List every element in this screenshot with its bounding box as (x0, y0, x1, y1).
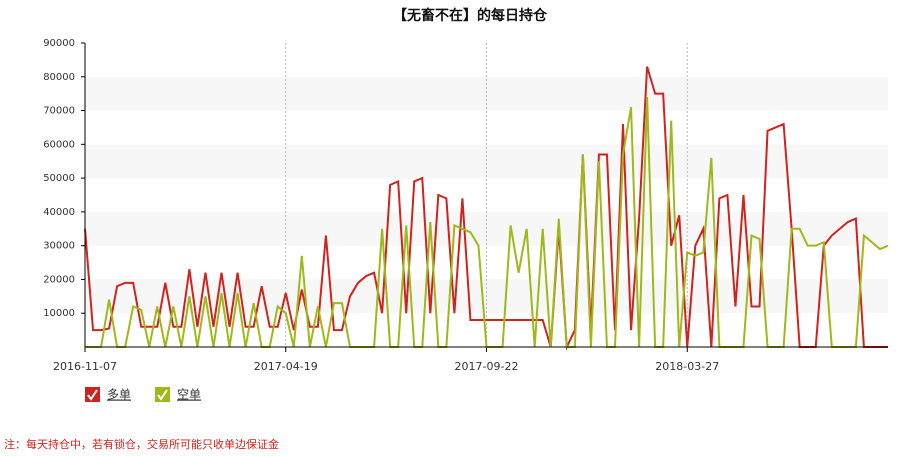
x-tick-label: 2018-03-27 (655, 360, 719, 373)
legend-swatch (85, 387, 100, 402)
legend-swatch (155, 387, 170, 402)
y-tick-label: 60000 (43, 139, 75, 150)
legend-label: 空单 (177, 388, 201, 402)
chart-title: 【无畜不在】的每日持仓 (393, 7, 548, 24)
legend-check (157, 389, 168, 401)
y-tick-label: 30000 (43, 241, 75, 252)
legend-label: 多单 (107, 388, 131, 402)
series-line (84, 66, 888, 351)
x-tick-label: 2017-09-22 (455, 360, 519, 373)
grid-band (85, 76, 888, 111)
y-tick-label: 50000 (43, 173, 75, 184)
y-tick-label: 90000 (43, 38, 75, 49)
y-tick-label: 70000 (43, 106, 75, 117)
footnote: 注：每天持仓中，若有锁仓，交易所可能只收单边保证金 (4, 437, 279, 451)
x-tick-label: 2016-11-07 (53, 360, 117, 373)
legend-check (87, 389, 98, 401)
y-tick-label: 10000 (43, 308, 75, 319)
y-tick-label: 20000 (43, 274, 75, 285)
y-tick-label: 40000 (43, 207, 75, 218)
x-tick-label: 2017-04-19 (254, 360, 318, 373)
y-tick-label: 80000 (43, 72, 75, 83)
